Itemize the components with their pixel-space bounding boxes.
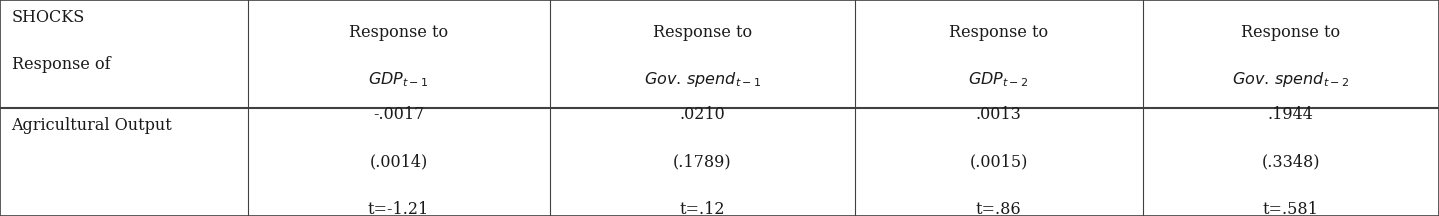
Text: Response of: Response of — [12, 56, 111, 73]
Text: (.1789): (.1789) — [673, 154, 731, 170]
Text: $\mathit{Gov.\,spend}_{t-1}$: $\mathit{Gov.\,spend}_{t-1}$ — [643, 70, 761, 89]
Text: (.0014): (.0014) — [370, 154, 427, 170]
Text: t=.86: t=.86 — [976, 201, 1022, 216]
Text: -.0017: -.0017 — [373, 106, 425, 123]
Text: t=.12: t=.12 — [679, 201, 725, 216]
Text: Response to: Response to — [653, 24, 751, 41]
Text: $\mathit{Gov.\,spend}_{t-2}$: $\mathit{Gov.\,spend}_{t-2}$ — [1232, 70, 1350, 89]
Text: Response to: Response to — [350, 24, 448, 41]
Text: $\mathit{GDP}_{t-2}$: $\mathit{GDP}_{t-2}$ — [968, 71, 1029, 89]
Text: .0210: .0210 — [679, 106, 725, 123]
Text: .1944: .1944 — [1268, 106, 1314, 123]
Text: Response to: Response to — [950, 24, 1048, 41]
Text: Agricultural Output: Agricultural Output — [12, 117, 173, 134]
Text: Response to: Response to — [1242, 24, 1340, 41]
Text: t=-1.21: t=-1.21 — [368, 201, 429, 216]
Text: t=.581: t=.581 — [1263, 201, 1318, 216]
Text: SHOCKS: SHOCKS — [12, 9, 85, 26]
Text: .0013: .0013 — [976, 106, 1022, 123]
Text: (.0015): (.0015) — [970, 154, 1027, 170]
Text: (.3348): (.3348) — [1262, 154, 1320, 170]
Text: $\mathit{GDP}_{t-1}$: $\mathit{GDP}_{t-1}$ — [368, 71, 429, 89]
